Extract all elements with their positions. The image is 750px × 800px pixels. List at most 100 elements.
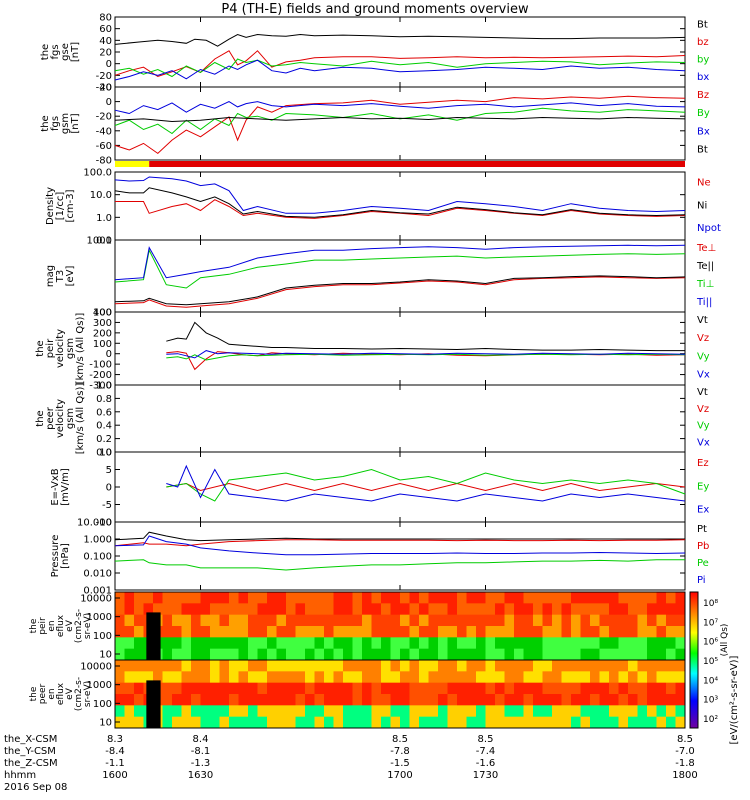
y-axis-label-line: the [29, 618, 39, 633]
spectrogram-cell [295, 671, 306, 684]
spectrogram-cell [495, 626, 505, 638]
spectrogram-cell [419, 682, 429, 695]
legend-entry: Vz [697, 404, 709, 415]
spectrogram-cell [476, 716, 486, 729]
spectrogram-cell [466, 592, 477, 604]
spectrogram-cell [314, 614, 325, 627]
status-bar-segment [115, 161, 150, 167]
spectrogram-cell [162, 694, 173, 706]
spectrogram-cell [628, 694, 638, 706]
spectrogram-cell [447, 694, 458, 706]
spectrogram-cell [343, 637, 353, 650]
x-axis-date: 2016 Sep 08 [4, 782, 67, 793]
spectrogram-cell [267, 614, 277, 627]
spectrogram-cell [305, 694, 315, 706]
y-tick-label: 0.100 [83, 552, 112, 563]
y-axis-label-line: Pressure [50, 535, 61, 578]
spectrogram-cell [172, 716, 182, 729]
spectrogram-cell [571, 671, 581, 684]
spectrogram-cell [134, 603, 144, 616]
spectrogram-cell [485, 694, 496, 706]
legend-entry: Vt [697, 315, 708, 326]
spectrogram-cell [134, 626, 144, 638]
y-tick-label: -60 [96, 141, 112, 152]
spectrogram-cell [143, 603, 154, 616]
spectrogram-cell [552, 614, 562, 627]
spectrogram-cell [666, 614, 676, 627]
spectrogram-cell [457, 603, 467, 616]
spectrogram-cell [552, 671, 562, 684]
spectrogram-cell [409, 648, 420, 661]
spectrogram-cell [571, 705, 581, 718]
x-axis-row-value: 8.3 [107, 734, 123, 745]
spectrogram-cell [647, 592, 657, 604]
spectrogram-cell [210, 716, 220, 729]
spectrogram-cell [628, 592, 638, 604]
colorbar-label: [eV/(cm²-s-sr-eV)] [729, 655, 740, 744]
spectrogram-cell [533, 671, 543, 684]
spectrogram-cell [324, 671, 334, 684]
legend-entry: Npot [697, 223, 721, 234]
spectrogram-cell [390, 716, 401, 729]
y-tick-label: 10 [99, 718, 112, 729]
spectrogram-cell [191, 614, 201, 627]
x-axis-row-value: -8.4 [105, 746, 125, 757]
spectrogram-cell [371, 626, 382, 638]
spectrogram-cell [286, 592, 296, 604]
spectrogram-cell [276, 671, 287, 684]
spectrogram-cell [533, 694, 543, 706]
series-line-Te|| [114, 275, 686, 306]
y-axis-label-line: en [47, 620, 57, 631]
y-tick-label: -200 [89, 370, 112, 381]
spectrogram-cell [248, 705, 258, 718]
spectrogram-cell [115, 694, 125, 706]
spectrogram-cell [580, 626, 591, 638]
spectrogram-cell [248, 614, 258, 627]
legend-entry: Te⊥ [696, 243, 716, 254]
spectrogram-cell [628, 626, 638, 638]
y-tick-label: -100 [89, 360, 112, 371]
spectrogram-cell [618, 637, 629, 650]
y-axis-label-line: sr-eV) [83, 681, 93, 707]
spectrogram-cell [599, 716, 610, 729]
spectrogram-cell [419, 694, 429, 706]
spectrogram-cell [504, 626, 515, 638]
spectrogram-cell [618, 603, 629, 616]
spectrogram-cell [514, 694, 524, 706]
spectrogram-cell [191, 660, 201, 672]
spectrogram-cell [362, 626, 372, 638]
spectrogram-cell [276, 603, 287, 616]
spectrogram-cell [533, 603, 543, 616]
y-tick-label: 0.6 [96, 407, 112, 418]
spectrogram-cell [371, 660, 382, 672]
spectrogram-cell [134, 682, 144, 695]
spectrogram-cell [295, 614, 306, 627]
spectrogram-cell [181, 705, 192, 718]
spectrogram-cell [628, 614, 638, 627]
series-line-Vt [166, 321, 685, 352]
y-axis-label-fgs_gse: the fgs gse [nT] [40, 42, 81, 62]
spectrogram-cell [124, 671, 135, 684]
spectrogram-cell [124, 716, 135, 729]
spectrogram-cell [390, 637, 401, 650]
spectrogram-cell [514, 626, 524, 638]
spectrogram-cell [647, 671, 657, 684]
y-axis-label-line: [1/cc] [55, 192, 66, 221]
spectrogram-cell [219, 705, 230, 718]
spectrogram-cell [324, 694, 334, 706]
spectrogram-cell [675, 603, 686, 616]
spectrogram-cell [134, 705, 144, 718]
spectrogram-cell [447, 614, 458, 627]
spectrogram-cell [476, 705, 486, 718]
spectrogram-cell [191, 671, 201, 684]
spectrogram-cell [599, 626, 610, 638]
spectrogram-cell [666, 682, 676, 695]
spectrogram-cell [210, 671, 220, 684]
series-line-Ni [114, 187, 686, 218]
panel-frame-peer_velocity [114, 384, 686, 453]
spectrogram-cell [314, 592, 325, 604]
spectrogram-cell [438, 660, 448, 672]
spectrogram-cell [115, 648, 125, 661]
spectrogram-cell [286, 648, 296, 661]
spectrogram-cell [457, 614, 467, 627]
